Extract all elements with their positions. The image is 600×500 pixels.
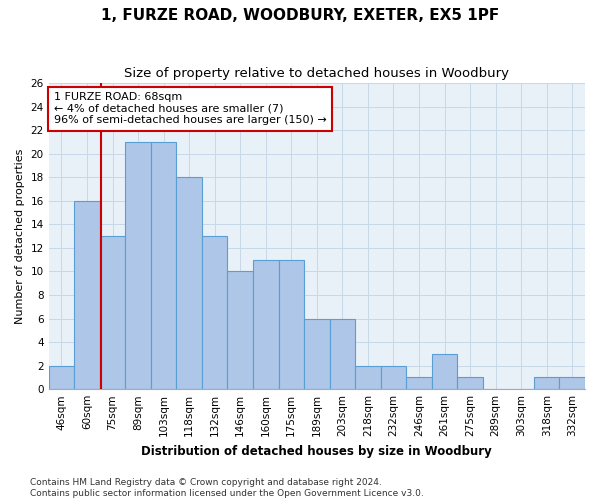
Bar	[253, 260, 278, 389]
Bar	[432, 354, 457, 389]
Bar	[304, 318, 329, 389]
Bar	[559, 378, 585, 389]
Bar	[49, 366, 74, 389]
Bar	[202, 236, 227, 389]
Bar	[406, 378, 432, 389]
Y-axis label: Number of detached properties: Number of detached properties	[15, 148, 25, 324]
Text: 1 FURZE ROAD: 68sqm
← 4% of detached houses are smaller (7)
96% of semi-detached: 1 FURZE ROAD: 68sqm ← 4% of detached hou…	[54, 92, 327, 126]
Bar	[100, 236, 125, 389]
Text: Contains HM Land Registry data © Crown copyright and database right 2024.
Contai: Contains HM Land Registry data © Crown c…	[30, 478, 424, 498]
Bar	[151, 142, 176, 389]
Bar	[227, 272, 253, 389]
Bar	[380, 366, 406, 389]
Bar	[278, 260, 304, 389]
Bar	[176, 177, 202, 389]
Bar	[74, 201, 100, 389]
X-axis label: Distribution of detached houses by size in Woodbury: Distribution of detached houses by size …	[142, 444, 492, 458]
Bar	[457, 378, 483, 389]
Text: 1, FURZE ROAD, WOODBURY, EXETER, EX5 1PF: 1, FURZE ROAD, WOODBURY, EXETER, EX5 1PF	[101, 8, 499, 22]
Bar	[329, 318, 355, 389]
Title: Size of property relative to detached houses in Woodbury: Size of property relative to detached ho…	[124, 68, 509, 80]
Bar	[125, 142, 151, 389]
Bar	[534, 378, 559, 389]
Bar	[355, 366, 380, 389]
